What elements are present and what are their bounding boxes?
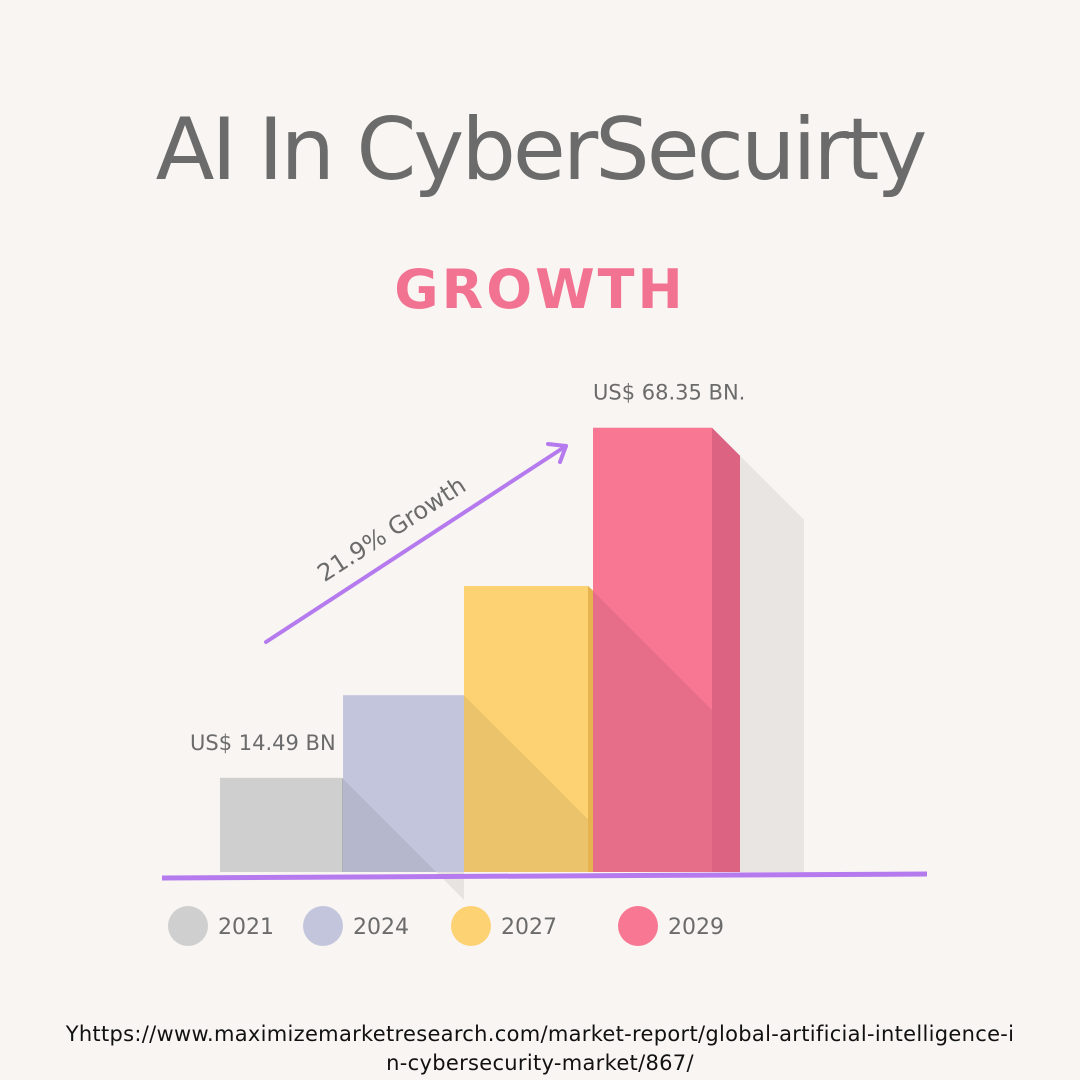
legend-label-2024: 2024 bbox=[353, 915, 409, 940]
legend-label-2021: 2021 bbox=[218, 915, 274, 940]
x-axis-baseline bbox=[161, 871, 928, 881]
bar-cast-shadow-2024 bbox=[343, 778, 464, 900]
source-url: Yhttps://www.maximizemarketresearch.com/… bbox=[65, 1022, 1015, 1075]
bar-front-2021 bbox=[220, 777, 342, 872]
legend: 2021 2024 2027 2029 bbox=[168, 906, 724, 946]
data-label-2021: US$ 14.49 BN bbox=[190, 731, 336, 755]
chart-subtitle: GROWTH bbox=[394, 258, 686, 321]
bars bbox=[220, 427, 740, 900]
bar-front-2024 bbox=[343, 695, 464, 872]
bar-2029 bbox=[593, 427, 740, 872]
legend-item-2021: 2021 bbox=[168, 906, 274, 946]
legend-label-2029: 2029 bbox=[668, 915, 724, 940]
bar-front-2027 bbox=[464, 586, 588, 872]
bar-front-2029 bbox=[593, 427, 712, 872]
growth-arrow bbox=[264, 444, 568, 644]
legend-item-2027: 2027 bbox=[451, 906, 557, 946]
legend-item-2024: 2024 bbox=[303, 906, 409, 946]
data-labels: US$ 14.49 BN US$ 68.35 BN. bbox=[190, 381, 745, 755]
growth-annotation: 21.9% Growth bbox=[312, 471, 470, 587]
data-label-2029: US$ 68.35 BN. bbox=[593, 381, 745, 405]
legend-label-2027: 2027 bbox=[501, 915, 557, 940]
bar-cast-shadow-2027 bbox=[464, 695, 588, 872]
legend-swatch-2024 bbox=[303, 906, 343, 946]
legend-swatch-2027 bbox=[451, 906, 491, 946]
bar-side-2029 bbox=[712, 427, 740, 872]
bar-cast-shadow-2029 bbox=[593, 591, 712, 872]
legend-item-2029: 2029 bbox=[618, 906, 724, 946]
legend-swatch-2029 bbox=[618, 906, 658, 946]
chart-title: AI In CyberSecuirty bbox=[155, 100, 928, 200]
legend-swatch-2021 bbox=[168, 906, 208, 946]
growth-arrow-head bbox=[546, 442, 568, 464]
